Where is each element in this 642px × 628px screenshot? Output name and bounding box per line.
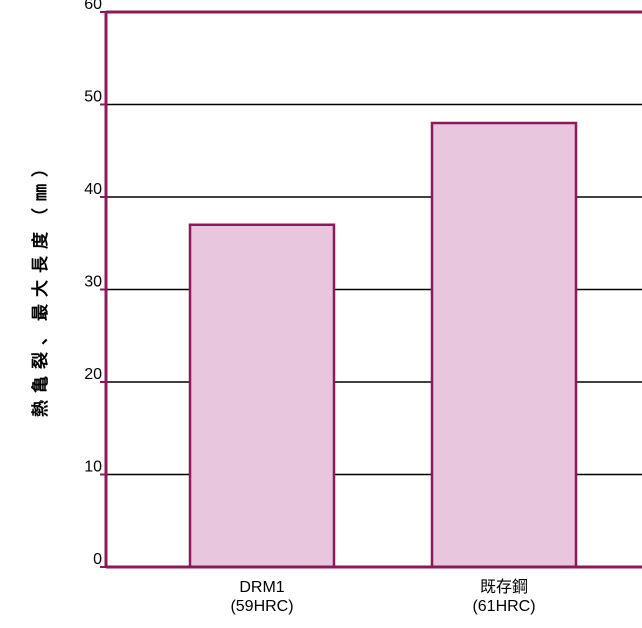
y-tick-label-40: 40 (84, 181, 102, 198)
x-category-label-2-line1: 既存鋼 (480, 578, 528, 596)
x-category-label-2-line2: (61HRC) (472, 598, 535, 615)
y-tick-label-20: 20 (84, 366, 102, 383)
bar-2 (430, 121, 578, 569)
x-category-label-1-line1: DRM1 (239, 579, 284, 596)
y-axis-label: 熱亀裂、最大長度（㎜） (30, 153, 51, 417)
y-tick-label-50: 50 (84, 89, 102, 106)
y-tick-label-30: 30 (84, 274, 102, 291)
x-category-label-1-line2: (59HRC) (230, 598, 293, 615)
y-tick-labels: 0 10 20 30 40 50 60 (84, 0, 106, 568)
bars (188, 121, 578, 569)
y-tick-label-10: 10 (84, 459, 102, 476)
x-category-labels: DRM1 (59HRC) 既存鋼 (61HRC) (230, 578, 535, 615)
y-tick-label-0: 0 (93, 551, 102, 568)
y-tick-label-60: 60 (84, 0, 102, 13)
bar-1 (188, 223, 336, 569)
